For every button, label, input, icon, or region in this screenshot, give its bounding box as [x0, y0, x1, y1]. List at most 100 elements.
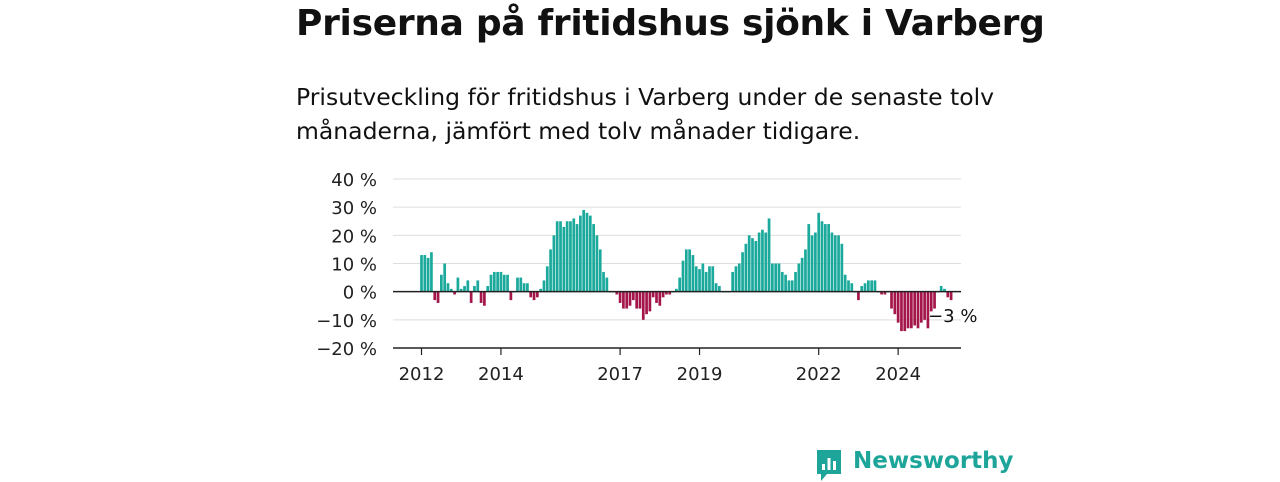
bar	[572, 218, 576, 292]
last-value-annotation: −3 %	[928, 306, 977, 327]
bar	[913, 291, 917, 326]
bar	[949, 291, 953, 301]
bar	[668, 291, 672, 295]
bar	[916, 291, 920, 329]
bar	[545, 266, 549, 292]
bar	[820, 221, 824, 292]
y-axis-labels: 40 % 30 % 20 % 10 % 0 % −10 % −20 %	[316, 170, 377, 360]
bar	[526, 283, 529, 292]
bar	[807, 224, 811, 292]
bar	[681, 260, 685, 292]
bar	[509, 291, 513, 301]
bar	[919, 291, 923, 323]
bar	[810, 235, 814, 292]
bar	[708, 266, 711, 292]
x-tick-label: 2022	[796, 364, 842, 385]
bar	[873, 280, 877, 292]
bar	[625, 291, 629, 309]
brand-name: Newsworthy	[853, 448, 1014, 474]
bar	[893, 291, 897, 315]
bar	[774, 263, 778, 292]
x-tick-label: 2014	[478, 364, 524, 385]
bar	[926, 291, 930, 329]
bar	[764, 232, 768, 292]
bar	[618, 291, 622, 303]
bar	[638, 291, 642, 309]
bar	[691, 255, 695, 292]
bar	[641, 291, 645, 320]
bar	[535, 291, 539, 298]
bar	[645, 291, 648, 315]
bar	[562, 226, 566, 292]
bar	[466, 280, 470, 292]
bar	[794, 271, 797, 292]
bar	[529, 291, 533, 298]
bar	[870, 280, 874, 292]
bar	[605, 277, 609, 292]
bar	[532, 291, 536, 301]
bar	[906, 291, 910, 329]
bar	[787, 280, 791, 292]
bar	[661, 291, 665, 298]
bar	[440, 274, 443, 292]
bar	[575, 224, 579, 292]
bar	[718, 286, 721, 292]
bar	[496, 271, 499, 292]
bar	[678, 277, 682, 292]
bar	[684, 249, 688, 292]
bar	[675, 288, 678, 292]
bar	[499, 271, 503, 292]
bar	[635, 291, 639, 309]
bar	[492, 271, 496, 292]
bar	[929, 291, 933, 312]
bar	[420, 255, 423, 292]
bar	[933, 291, 936, 309]
bar	[747, 235, 751, 292]
x-tick-label: 2012	[399, 364, 445, 385]
bar	[784, 274, 787, 292]
bar	[741, 252, 744, 292]
bar	[579, 215, 582, 292]
bar	[489, 274, 493, 292]
x-tick-label: 2017	[597, 364, 643, 385]
x-tick-label: 2024	[875, 364, 921, 385]
bar	[565, 221, 569, 292]
bar	[595, 235, 599, 292]
bar	[896, 291, 900, 323]
bar	[780, 271, 784, 292]
bar	[910, 291, 913, 329]
bar	[631, 291, 635, 301]
bar	[840, 243, 844, 292]
y-tick-label: 30 %	[331, 198, 377, 219]
bar	[651, 291, 655, 298]
bar	[569, 221, 572, 292]
bar	[443, 263, 447, 292]
bar	[479, 291, 483, 303]
bar	[771, 263, 774, 292]
bar	[436, 291, 440, 303]
newsworthy-logo-icon	[817, 450, 841, 481]
bar	[827, 224, 830, 292]
gridlines	[393, 178, 961, 349]
bar	[552, 235, 556, 292]
bar	[519, 277, 523, 292]
bar	[549, 249, 552, 292]
bar	[698, 269, 701, 292]
bar	[622, 291, 625, 309]
bar	[711, 266, 715, 292]
bar	[559, 221, 562, 292]
bar	[628, 291, 632, 306]
x-axis: 2012 2014 2017 2019 2022 2024	[393, 290, 961, 385]
bar	[476, 280, 480, 292]
bar	[777, 263, 781, 292]
bar	[860, 286, 864, 292]
bar	[502, 274, 506, 292]
chart-title: Priserna på fritidshus sjönk i Varberg	[296, 3, 1045, 44]
bar	[890, 291, 893, 309]
brand-logo[interactable]: Newsworthy	[815, 446, 1014, 481]
bar	[701, 263, 705, 292]
bar	[714, 283, 718, 292]
bar	[833, 235, 837, 292]
bar	[939, 286, 943, 292]
bar	[446, 283, 450, 292]
